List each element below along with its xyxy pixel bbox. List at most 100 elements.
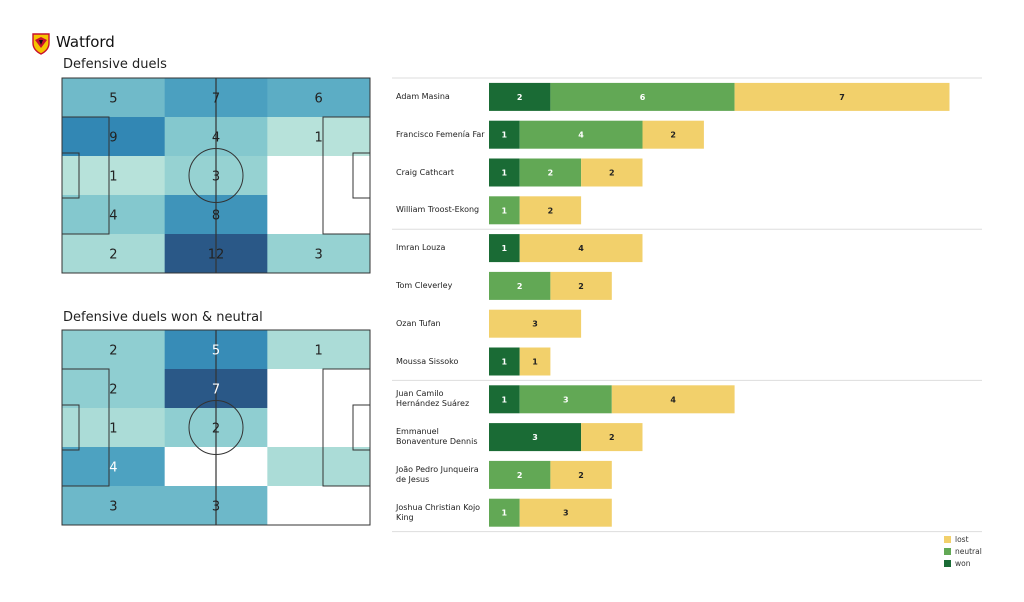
- heatmap-label: 2: [109, 248, 117, 263]
- bar-label-won: 2: [517, 93, 523, 102]
- bar-lost: [581, 423, 643, 452]
- bar-label-neutral: 4: [578, 131, 584, 140]
- bar-won: [489, 423, 582, 452]
- bar-label-lost: 2: [670, 131, 676, 140]
- heatmap-label: 7: [212, 383, 220, 398]
- heatmap-cell: [267, 195, 371, 235]
- legend-label: neutral: [955, 547, 982, 556]
- bar-label-lost: 4: [578, 244, 584, 253]
- heatmap-label: 5: [212, 344, 220, 359]
- bar-label-won: 3: [532, 433, 538, 442]
- heatmap-label: 8: [212, 209, 220, 224]
- legend-neutral: neutral: [944, 547, 982, 556]
- heatmap-cell: [62, 369, 166, 409]
- heatmap-cell: [267, 330, 371, 370]
- right-goal-box: [352, 404, 371, 451]
- bar-label-won: 1: [502, 395, 508, 404]
- bar-won: [489, 82, 551, 111]
- bar-label-neutral: 2: [517, 282, 523, 291]
- heatmap-cell: [267, 78, 371, 118]
- heatmap-cell: [62, 78, 166, 118]
- legend-swatch-neutral: [944, 548, 951, 555]
- heatmap-label: 1: [109, 422, 117, 437]
- bar-neutral: [519, 158, 582, 187]
- bar-lost: [519, 347, 551, 376]
- bar-lost: [550, 271, 612, 300]
- heatmap-cell: [267, 369, 371, 409]
- heatmap-label: 4: [109, 209, 117, 224]
- player-name: Ozan Tufan: [396, 318, 441, 328]
- bar-lost: [519, 196, 582, 225]
- heatmap-defensive-duels: 5 7 6 9 4 1 1 3 4 8 2 12 3: [61, 77, 371, 274]
- heatmap-cell: [62, 117, 166, 157]
- player-name: Juan Camilo Hernández Suárez: [396, 389, 470, 409]
- legend-swatch-won: [944, 560, 951, 567]
- bar-label-won: 1: [502, 131, 508, 140]
- bar-label-neutral: 1: [502, 509, 508, 518]
- heatmap-label: 3: [212, 170, 220, 185]
- heatmap-label: 5: [109, 92, 117, 107]
- legend-swatch-lost: [944, 536, 951, 543]
- heatmap-title-won-neutral: Defensive duels won & neutral: [63, 310, 263, 325]
- bar-lost: [489, 309, 582, 338]
- heatmap-cell: [62, 195, 166, 235]
- legend-label: lost: [955, 535, 969, 544]
- player-name: Craig Cathcart: [396, 167, 455, 177]
- heatmap-label: 4: [212, 131, 220, 146]
- bar-label-lost: 2: [578, 471, 584, 480]
- bar-label-neutral: 2: [517, 471, 523, 480]
- heatmap-label: 7: [212, 92, 220, 107]
- center-circle: [188, 148, 244, 203]
- heatmap-label: 1: [315, 344, 323, 359]
- heatmap-cell: [62, 330, 166, 370]
- bar-label-lost: 3: [563, 509, 569, 518]
- bar-label-neutral: 2: [548, 169, 554, 178]
- bar-label-won: 1: [502, 244, 508, 253]
- player-name: William Troost-Ekong: [396, 205, 480, 215]
- heatmap-won-neutral: 2 5 12 71 243 3: [61, 329, 371, 526]
- bar-won: [489, 385, 520, 414]
- left-goal-box: [61, 152, 80, 199]
- bar-won: [489, 158, 520, 187]
- heatmap-label: 2: [109, 344, 117, 359]
- legend-label: won: [955, 559, 971, 568]
- bar-lost: [581, 158, 643, 187]
- heatmap-label: 9: [109, 131, 117, 146]
- heatmap-cell: [267, 117, 371, 157]
- bar-label-lost: 1: [532, 358, 538, 367]
- watford-logo: [32, 33, 50, 55]
- bar-neutral: [489, 271, 551, 300]
- heatmap-label: 3: [212, 500, 220, 515]
- heatmap-label: 6: [315, 92, 323, 107]
- heatmap-label: 2: [212, 422, 220, 437]
- team-name: Watford: [56, 33, 115, 51]
- heatmap-label: 12: [208, 248, 225, 263]
- heatmap-label: 1: [315, 131, 323, 146]
- heatmap-label: 1: [109, 170, 117, 185]
- bar-label-won: 1: [502, 358, 508, 367]
- heatmap-title-duels: Defensive duels: [63, 57, 167, 72]
- heatmap-label: 3: [109, 500, 117, 515]
- heatmap-label: 2: [109, 383, 117, 398]
- player-name: Francisco Femenía Far: [396, 129, 485, 139]
- bar-label-lost: 2: [609, 433, 615, 442]
- bar-lost: [611, 385, 735, 414]
- player-name: Adam Masina: [396, 91, 450, 101]
- bar-lost: [550, 460, 612, 489]
- player-name: Tom Cleverley: [396, 280, 453, 290]
- bar-label-lost: 4: [670, 395, 676, 404]
- right-goal-box: [352, 152, 371, 199]
- heatmap-cell: [62, 486, 166, 526]
- bar-label-neutral: 6: [640, 93, 646, 102]
- player-name: Moussa Sissoko: [396, 356, 459, 366]
- heatmap-cell: [267, 408, 371, 448]
- bar-neutral: [519, 120, 643, 149]
- center-circle: [188, 400, 244, 455]
- player-name: Imran Louza: [396, 243, 446, 253]
- legend-won: won: [944, 559, 970, 568]
- heatmap-cell: [267, 447, 371, 487]
- heatmap-label: 4: [109, 461, 117, 476]
- bar-label-lost: 2: [548, 206, 554, 215]
- legend-lost: lost: [944, 535, 969, 544]
